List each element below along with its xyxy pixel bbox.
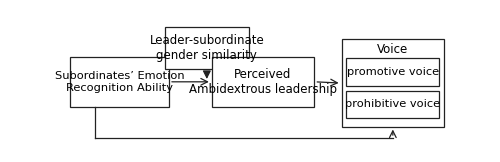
FancyBboxPatch shape [165,27,248,69]
Text: prohibitive voice: prohibitive voice [345,99,440,109]
Text: Subordinates’ Emotion
Recognition Ability: Subordinates’ Emotion Recognition Abilit… [55,71,184,93]
FancyBboxPatch shape [346,91,439,118]
Text: Perceived
Ambidextrous leadership: Perceived Ambidextrous leadership [189,68,337,96]
FancyBboxPatch shape [346,58,439,86]
Text: promotive voice: promotive voice [346,67,438,77]
Text: Voice: Voice [377,43,408,56]
FancyBboxPatch shape [70,57,169,107]
FancyBboxPatch shape [212,57,314,107]
Text: Leader-subordinate
gender similarity: Leader-subordinate gender similarity [150,34,264,62]
FancyBboxPatch shape [342,39,444,127]
